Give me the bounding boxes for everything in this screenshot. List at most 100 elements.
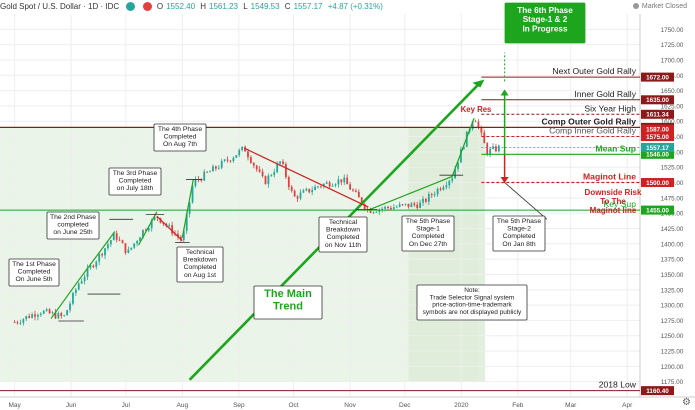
candle-body xyxy=(427,194,430,202)
time-tick-label: Apr xyxy=(622,402,633,409)
candle-body xyxy=(495,146,497,152)
candle-body xyxy=(343,177,346,183)
phase3-line xyxy=(138,211,158,246)
candle-body xyxy=(121,240,124,244)
candle-body xyxy=(322,183,325,187)
candle-body xyxy=(299,192,302,199)
phase5-s2-line xyxy=(451,117,475,177)
price-tick-label: 1525.00 xyxy=(661,165,684,172)
candle-body xyxy=(433,194,436,196)
gear-icon[interactable]: ⚙ xyxy=(682,397,691,408)
price-tick-label: 1600.00 xyxy=(661,119,684,126)
upside-arrowhead xyxy=(500,89,509,96)
price-tag xyxy=(641,132,674,142)
candle-body xyxy=(483,132,486,144)
candle-body xyxy=(416,204,419,208)
candle-body xyxy=(395,206,398,208)
candle-body xyxy=(31,314,33,318)
candle-body xyxy=(66,310,68,316)
level-label: Comp Outer Gold Rally xyxy=(541,116,636,126)
candle-body xyxy=(153,216,156,220)
phase1-note: The 1st Phase Completed On June 5th xyxy=(12,261,56,283)
price-tag-label: 1546.00 xyxy=(646,152,669,159)
candle-body xyxy=(311,190,314,193)
candle-body xyxy=(349,184,351,190)
candle-body xyxy=(489,148,492,155)
candle-body xyxy=(404,203,407,205)
candle-body xyxy=(188,202,191,214)
level-label: Six Year High xyxy=(584,103,636,113)
price-tick-label: 1700.00 xyxy=(661,57,684,64)
candle-body xyxy=(77,283,80,290)
phase3-note: The 3rd Phase Completed on July 18th xyxy=(113,170,158,192)
candle-body xyxy=(69,303,71,311)
candle-body xyxy=(98,253,101,262)
time-tick-label: Sep xyxy=(233,402,245,409)
candle-body xyxy=(229,160,232,162)
candle-body xyxy=(378,209,381,212)
price-tick-label: 1275.00 xyxy=(661,318,684,325)
price-tick-label: 1400.00 xyxy=(661,241,684,248)
main-trend-box xyxy=(253,285,323,320)
symbol-title[interactable]: Gold Spot / U.S. Dollar · 1D · IDC xyxy=(0,2,120,11)
candle-body xyxy=(127,249,130,253)
candle-body xyxy=(267,175,270,185)
time-tick-label: Oct xyxy=(288,402,298,409)
downside-risk-label: Downside Risk To The Maginot line xyxy=(585,188,642,215)
candle-body xyxy=(287,176,290,187)
candle-body xyxy=(28,316,31,318)
candle-body xyxy=(60,313,63,316)
price-tick-label: 1200.00 xyxy=(661,364,684,371)
candle-body xyxy=(37,314,39,317)
candle-body xyxy=(162,222,165,224)
candle-body xyxy=(226,159,229,161)
level-label: Inner Gold Rally xyxy=(574,89,636,99)
price-tick-label: 1750.00 xyxy=(661,27,684,34)
candle-body xyxy=(337,179,340,185)
candle-body xyxy=(144,229,147,231)
candle-body xyxy=(302,190,305,193)
price-tag xyxy=(641,149,674,159)
level-label: Key Sup xyxy=(604,199,637,209)
time-tick-label: Aug xyxy=(177,402,189,409)
candle-body xyxy=(454,168,457,179)
price-tag-label: 1611.34 xyxy=(646,112,669,119)
candle-body xyxy=(249,157,252,163)
candle-body xyxy=(346,177,349,185)
candle-body xyxy=(320,186,322,188)
candle-body xyxy=(497,145,500,152)
level-label: 2018 Low xyxy=(599,380,637,390)
candle-body xyxy=(209,171,211,173)
price-tick-label: 1350.00 xyxy=(661,272,684,279)
candle-body xyxy=(107,244,109,249)
candle-body xyxy=(401,204,404,206)
candle-body xyxy=(203,171,206,181)
candle-body xyxy=(460,148,462,163)
candle-body xyxy=(124,243,127,253)
price-tick-label: 1475.00 xyxy=(661,195,684,202)
level-label: Mean Sup xyxy=(595,143,636,153)
main-trend-label: The Main Trend xyxy=(264,288,312,312)
candle-body xyxy=(139,237,141,242)
candle-body xyxy=(232,157,235,162)
candle-body xyxy=(372,212,375,213)
candle-body xyxy=(314,186,316,191)
candle-body xyxy=(74,289,77,293)
close-label: C xyxy=(284,2,291,11)
candle-body xyxy=(355,190,357,192)
candle-body xyxy=(118,239,121,241)
candle-body xyxy=(200,179,203,181)
time-tick-label: May xyxy=(8,402,21,409)
candle-body xyxy=(109,240,112,245)
candle-body xyxy=(439,188,442,190)
candle-body xyxy=(255,165,258,170)
candle-body xyxy=(308,188,311,193)
candle-body xyxy=(252,162,255,166)
level-label: Comp Inner Gold Rally xyxy=(549,126,637,136)
price-tag xyxy=(641,205,674,215)
phase4-box xyxy=(153,123,207,152)
candle-body xyxy=(104,248,106,256)
candle-body xyxy=(387,206,389,208)
price-tick-label: 1375.00 xyxy=(661,257,684,264)
